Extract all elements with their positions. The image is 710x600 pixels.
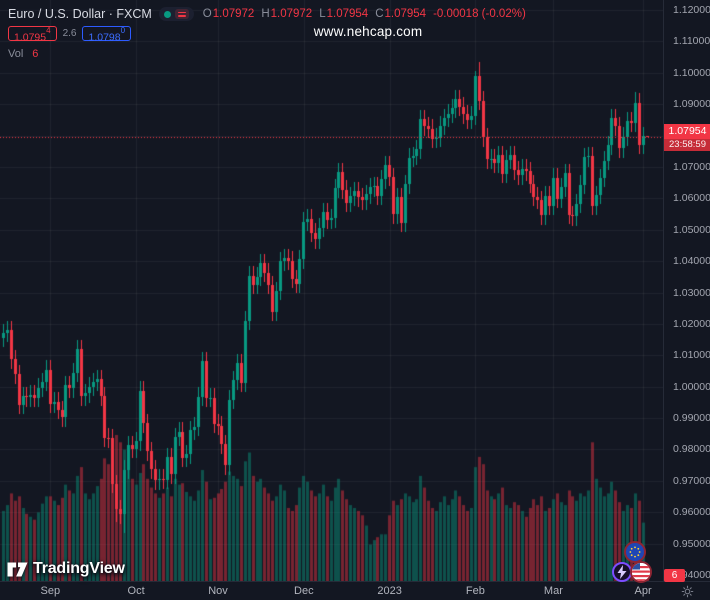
time-axis-label: Apr	[634, 585, 652, 597]
tradingview-logo-icon	[7, 562, 28, 576]
time-axis-label: 2023	[377, 585, 402, 597]
gear-icon[interactable]	[681, 585, 694, 598]
time-axis-label: Sep	[40, 585, 61, 597]
price-axis-label: 1.05000	[673, 223, 710, 236]
symbol-title[interactable]: Euro / U.S. Dollar · FXCM	[8, 7, 152, 21]
time-axis-label: Nov	[208, 585, 228, 597]
legend-menu-icon[interactable]	[174, 9, 189, 19]
price-axis-label: 0.95000	[673, 537, 710, 550]
close-label: C	[375, 8, 384, 20]
price-axis-label: 0.98000	[673, 443, 710, 456]
eu-flag-event-icon[interactable]	[624, 541, 646, 563]
price-axis-label: 1.11000	[673, 35, 710, 48]
legend-status-pill[interactable]	[158, 7, 194, 21]
open-label: O	[202, 8, 212, 20]
volume-value: 6	[32, 48, 39, 60]
ask-price-button[interactable]: 1.07980	[82, 25, 132, 43]
bid-price-button[interactable]: 1.07954	[8, 25, 57, 43]
price-axis-label: 1.01000	[673, 349, 710, 362]
price-axis-label: 1.04000	[673, 255, 710, 268]
price-axis-label: 0.97000	[673, 474, 710, 487]
candlestick-chart-canvas[interactable]	[0, 0, 663, 581]
high-label: H	[261, 8, 270, 20]
price-axis-label: 0.96000	[673, 506, 710, 519]
lightning-event-icon[interactable]	[612, 562, 632, 582]
change-value: -0.00018 (-0.02%)	[433, 8, 526, 20]
ohlc-readout: O 1.07972 H 1.07972 L 1.07954 C 1.07954 …	[203, 8, 526, 20]
spread-value: 2.6	[62, 27, 77, 39]
time-axis-label: Dec	[294, 585, 314, 597]
low-value: 1.07954	[326, 8, 369, 20]
market-open-dot-icon	[163, 10, 171, 18]
time-axis-label: Oct	[127, 585, 145, 597]
price-axis-label: 0.99000	[673, 412, 710, 425]
time-axis-label: Feb	[465, 585, 485, 597]
time-axis-label: Mar	[543, 585, 563, 597]
watermark: www.nehcap.com	[313, 24, 423, 39]
price-axis-label: 1.00000	[673, 380, 710, 393]
price-axis-label: 1.09000	[673, 98, 710, 111]
current-price-value: 1.07954	[668, 125, 707, 137]
close-value: 1.07954	[384, 8, 427, 20]
legend: Euro / U.S. Dollar · FXCM O 1.07972 H 1.…	[8, 6, 526, 61]
bar-countdown: 23:58:59	[664, 139, 710, 151]
volume-axis-badge: 6	[664, 569, 685, 582]
chart-pane: www.nehcap.com Euro / U.S. Dollar · FXCM…	[0, 0, 663, 583]
price-axis-label: 1.02000	[673, 317, 710, 330]
price-axis[interactable]: 1.07954 23:58:59 6 1.12000 1.11000 1.10000…	[663, 0, 710, 582]
tradingview-logo[interactable]: TradingView	[7, 560, 125, 578]
us-flag-event-icon[interactable]	[630, 561, 652, 583]
tradingview-logo-text: TradingView	[33, 560, 125, 577]
volume-label: Vol	[8, 48, 24, 60]
current-price-badge: 1.07954 23:58:59	[664, 124, 710, 151]
price-axis-label: 1.10000	[673, 66, 710, 79]
price-axis-label: 1.07000	[673, 160, 710, 173]
low-label: L	[319, 8, 326, 20]
price-axis-label: 1.03000	[673, 286, 710, 299]
open-value: 1.07972	[212, 8, 255, 20]
price-axis-label: 1.06000	[673, 192, 710, 205]
time-axis[interactable]: Sep Oct Nov Dec 2023 Feb Mar Apr	[0, 581, 710, 600]
price-axis-label: 1.12000	[673, 4, 710, 17]
high-value: 1.07972	[270, 8, 313, 20]
